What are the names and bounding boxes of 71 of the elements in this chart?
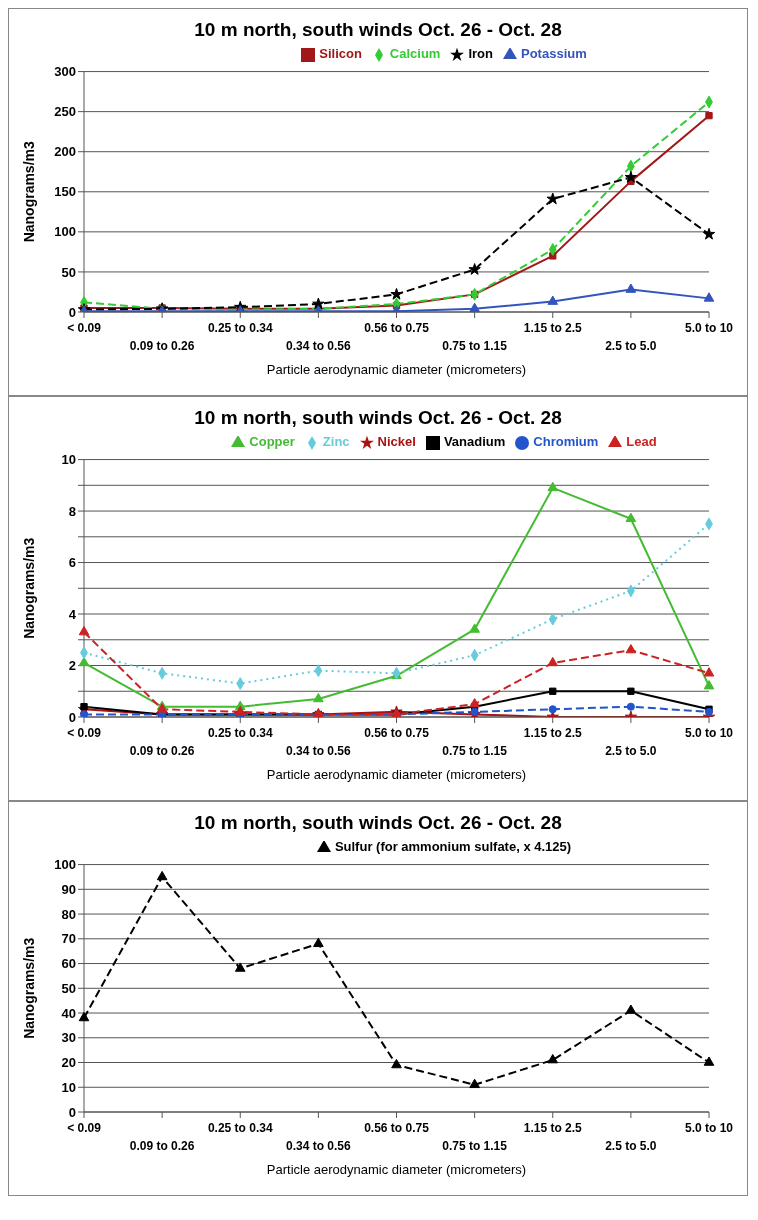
- y-axis-title: Nanograms/m3: [20, 537, 37, 639]
- x-tick-label: 0.34 to 0.56: [286, 1139, 352, 1153]
- legend-label: Lead: [626, 434, 657, 449]
- y-tick-label: 100: [54, 224, 76, 240]
- x-tick-label: 0.25 to 0.34: [207, 1121, 273, 1135]
- y-tick-label: 50: [61, 980, 76, 996]
- y-tick-label: 200: [54, 144, 76, 160]
- x-tick-label: 0.09 to 0.26: [129, 744, 195, 758]
- x-tick-label: 0.09 to 0.26: [129, 1139, 195, 1153]
- x-axis-title: Particle aerodynamic diameter (micrometers): [266, 767, 527, 782]
- legend-label: Chromium: [533, 434, 599, 449]
- y-tick-label: 30: [61, 1030, 76, 1046]
- x-tick-label: 0.56 to 0.75: [364, 321, 430, 335]
- y-tick-label: 0: [68, 1104, 76, 1120]
- x-tick-label: 0.56 to 0.75: [364, 1121, 430, 1135]
- chart-title: 10 m north, south winds Oct. 26 - Oct. 28: [193, 19, 563, 41]
- y-tick-label: 6: [68, 555, 76, 571]
- y-tick-label: 50: [61, 264, 76, 280]
- x-tick-label: 0.75 to 1.15: [442, 339, 508, 353]
- chart-title: 10 m north, south winds Oct. 26 - Oct. 28: [193, 407, 563, 429]
- y-tick-label: 90: [61, 881, 76, 897]
- legend-label: Silicon: [319, 46, 362, 61]
- legend-label: Sulfur (for ammonium sulfate, x 4.125): [334, 839, 572, 854]
- x-tick-label: < 0.09: [67, 321, 102, 335]
- x-tick-label: 2.5 to 5.0: [605, 744, 657, 758]
- legend-label: Zinc: [322, 434, 350, 449]
- y-tick-label: 100: [54, 857, 76, 873]
- y-tick-label: 80: [61, 906, 76, 922]
- x-tick-label: 0.09 to 0.26: [129, 339, 195, 353]
- y-tick-label: 0: [68, 304, 76, 320]
- y-tick-label: 2: [68, 658, 76, 674]
- y-tick-label: 300: [54, 64, 76, 80]
- legend-label: Copper: [249, 434, 295, 449]
- legend-label: Potassium: [521, 46, 587, 61]
- y-tick-label: 60: [61, 956, 76, 972]
- x-tick-label: 0.25 to 0.34: [207, 321, 273, 335]
- x-tick-label: 5.0 to 10: [684, 726, 734, 740]
- y-tick-label: 10: [61, 1079, 76, 1095]
- y-tick-label: 70: [61, 931, 76, 947]
- x-axis-title: Particle aerodynamic diameter (micrometers): [266, 362, 527, 377]
- x-tick-label: 0.75 to 1.15: [442, 1139, 508, 1153]
- y-tick-label: 150: [54, 184, 76, 200]
- x-tick-label: 0.34 to 0.56: [286, 339, 352, 353]
- x-tick-label: 1.15 to 2.5: [523, 321, 583, 335]
- y-tick-label: 20: [61, 1055, 76, 1071]
- y-tick-label: 4: [68, 606, 77, 622]
- chart-title: 10 m north, south winds Oct. 26 - Oct. 28: [193, 812, 563, 834]
- y-axis-title: Nanograms/m3: [20, 141, 37, 243]
- x-tick-label: < 0.09: [67, 726, 102, 740]
- x-tick-label: 0.34 to 0.56: [286, 744, 352, 758]
- x-tick-label: 2.5 to 5.0: [605, 339, 657, 353]
- x-tick-label: 1.15 to 2.5: [523, 1121, 583, 1135]
- x-tick-label: 5.0 to 10: [684, 321, 734, 335]
- y-tick-label: 10: [61, 452, 76, 468]
- x-tick-label: 0.25 to 0.34: [207, 726, 273, 740]
- y-tick-label: 0: [68, 709, 76, 725]
- y-tick-label: 250: [54, 104, 76, 120]
- x-tick-label: 0.56 to 0.75: [364, 726, 430, 740]
- y-tick-label: 40: [61, 1005, 76, 1021]
- x-tick-label: 1.15 to 2.5: [523, 726, 583, 740]
- x-tick-label: 0.75 to 1.15: [442, 744, 508, 758]
- y-axis-title: Nanograms/m3: [20, 937, 37, 1039]
- legend-label: Calcium: [389, 46, 441, 61]
- x-tick-label: 2.5 to 5.0: [605, 1139, 657, 1153]
- x-tick-label: 5.0 to 10: [684, 1121, 734, 1135]
- x-tick-label: < 0.09: [67, 1121, 102, 1135]
- legend-label: Vanadium: [443, 434, 506, 449]
- x-axis-title: Particle aerodynamic diameter (micrometers): [266, 1162, 527, 1177]
- y-tick-label: 8: [68, 503, 76, 519]
- legend-label: Iron: [468, 46, 493, 61]
- legend-label: Nickel: [377, 434, 416, 449]
